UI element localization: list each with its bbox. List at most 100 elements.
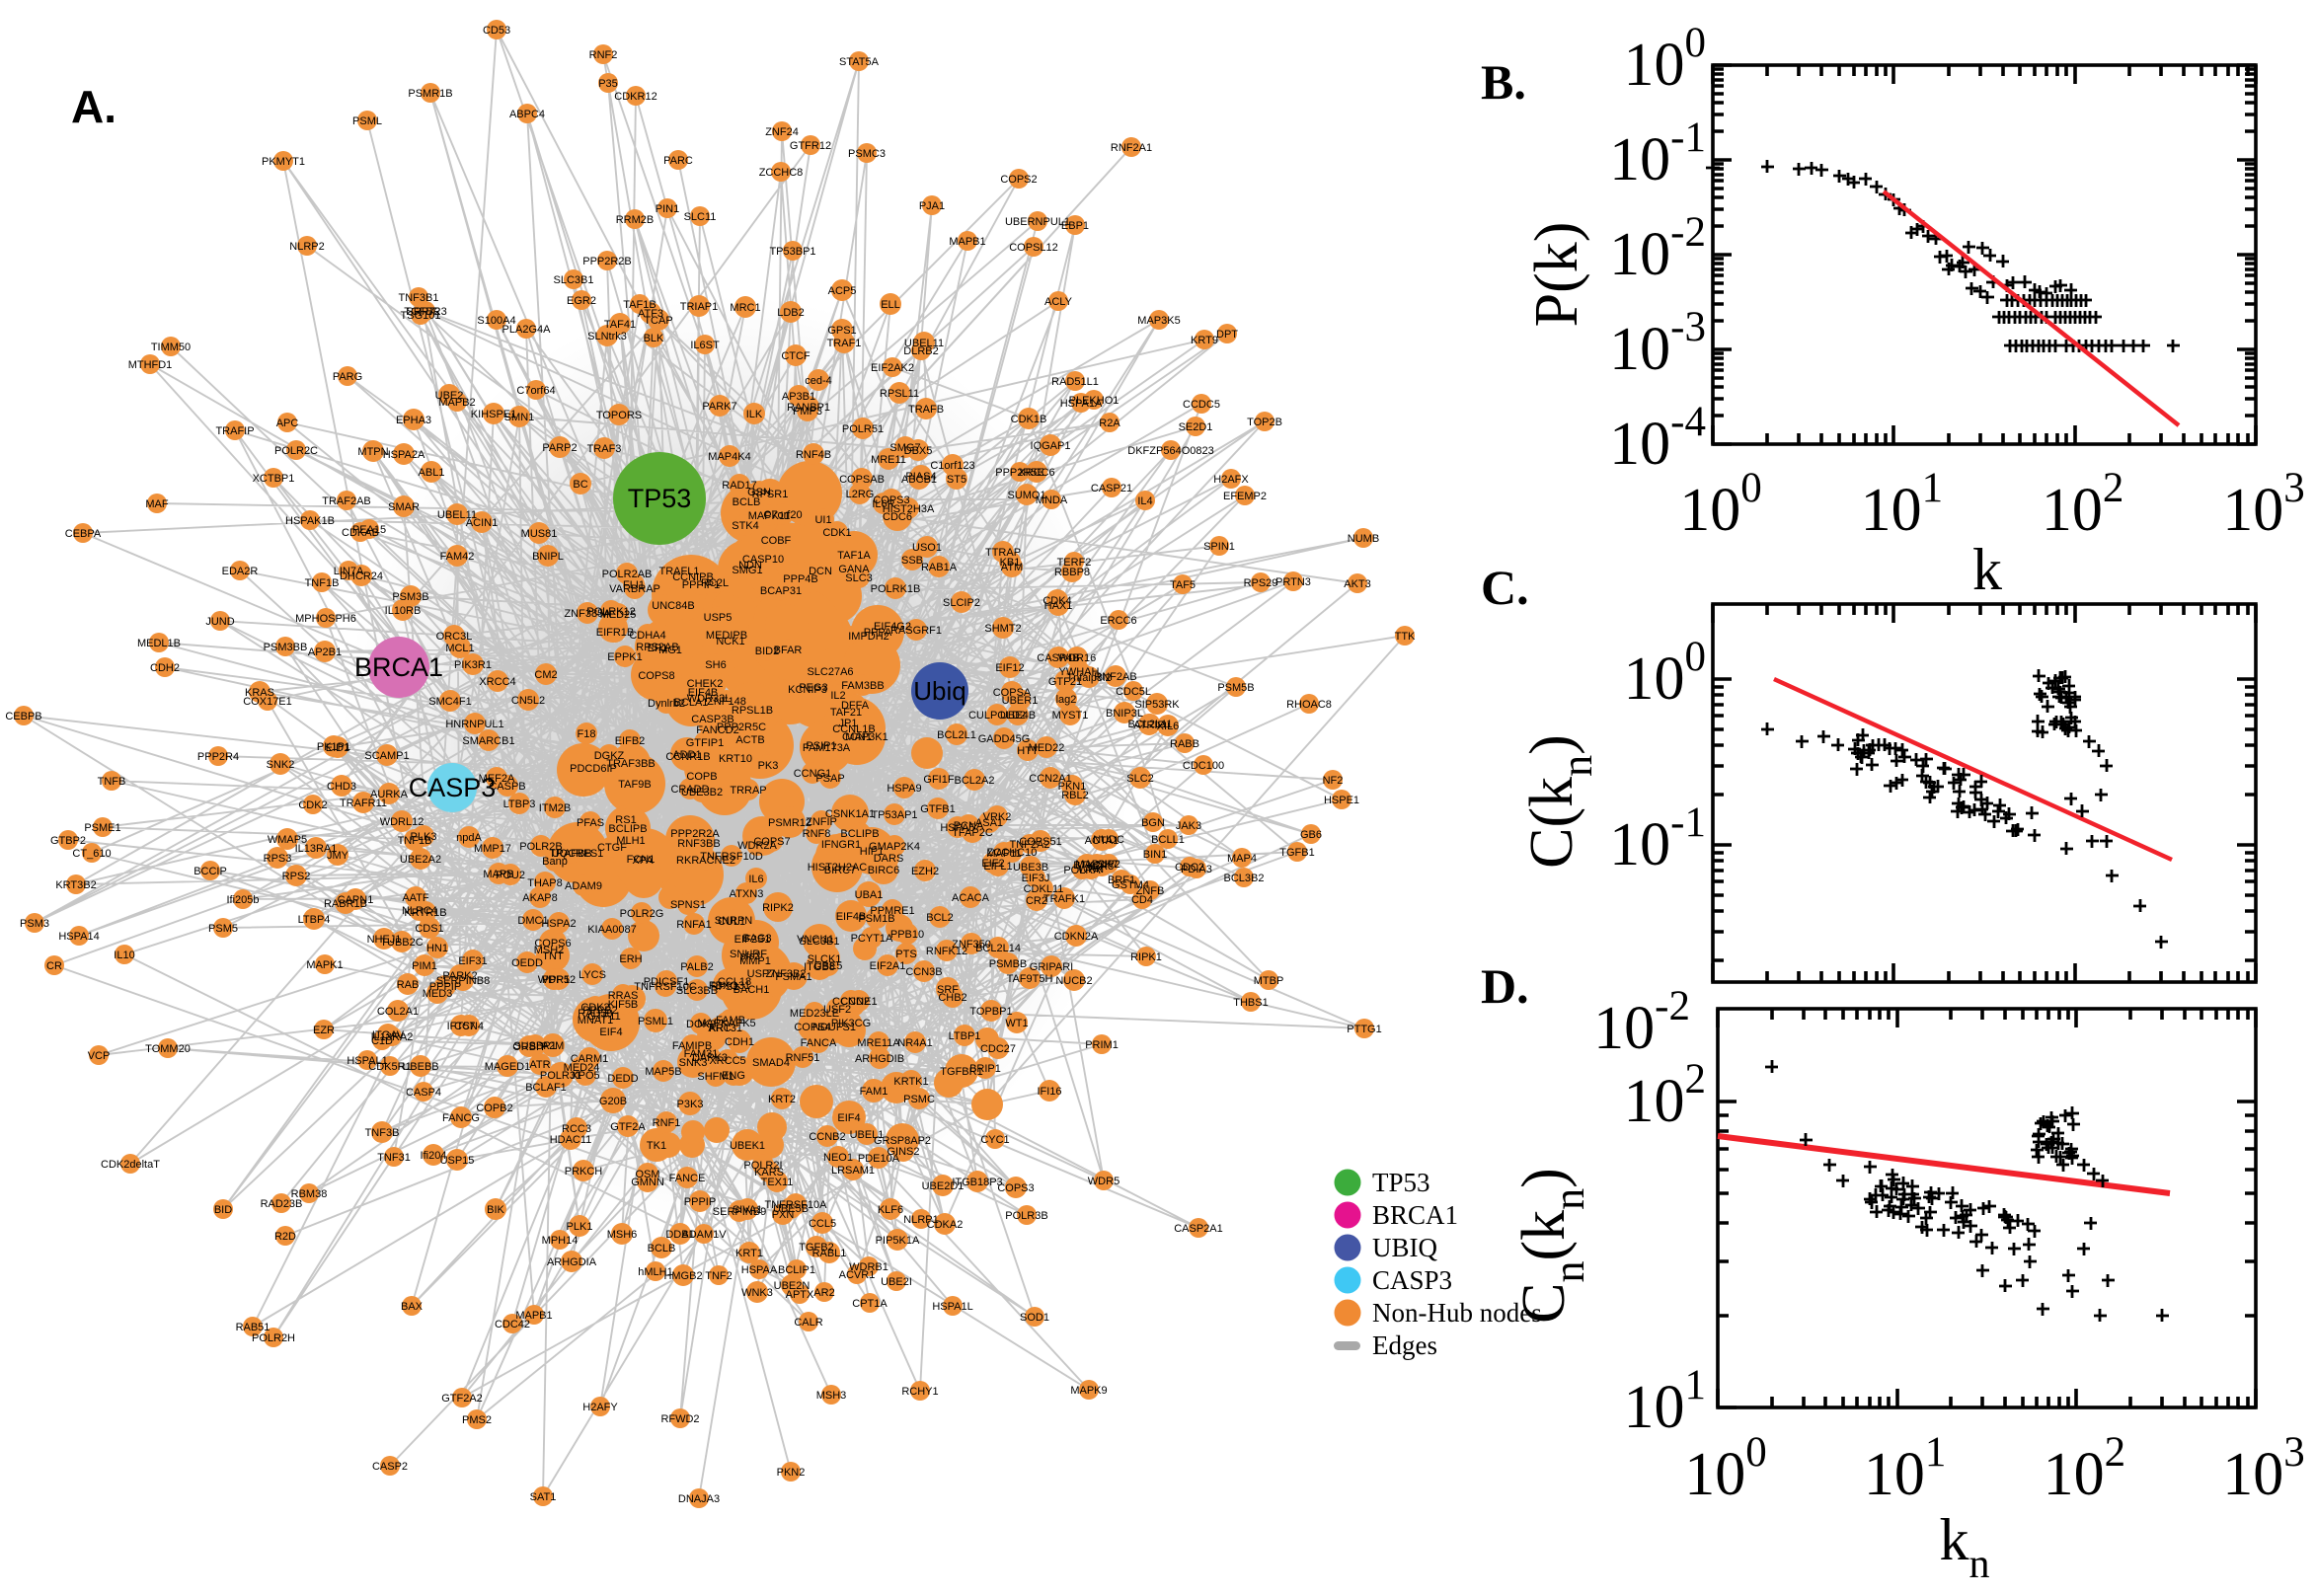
svg-text:ADAM1V: ADAM1V <box>681 1229 727 1241</box>
svg-text:TNF1B: TNF1B <box>305 577 340 589</box>
svg-text:COPS6: COPS6 <box>534 938 571 950</box>
svg-text:AKT3: AKT3 <box>1344 578 1371 590</box>
svg-text:TRAF1: TRAF1 <box>827 338 862 349</box>
svg-text:SOD1: SOD1 <box>1020 1312 1049 1324</box>
svg-text:IL4: IL4 <box>1137 495 1152 507</box>
svg-text:RC2L: RC2L <box>701 577 729 589</box>
svg-text:RIPK1: RIPK1 <box>1130 951 1162 963</box>
svg-text:ITGB8: ITGB8 <box>804 961 835 973</box>
svg-text:PK3: PK3 <box>758 760 779 772</box>
svg-text:PLK1: PLK1 <box>567 1221 593 1233</box>
svg-text:PPP2R5C: PPP2R5C <box>717 722 766 733</box>
svg-text:MYST1: MYST1 <box>1052 710 1089 722</box>
svg-text:COPS3: COPS3 <box>873 494 909 506</box>
svg-text:PTTG1: PTTG1 <box>1347 1024 1381 1035</box>
svg-text:WNK3: WNK3 <box>741 1287 773 1299</box>
svg-text:JAK3: JAK3 <box>1176 820 1201 832</box>
svg-text:ZNF148: ZNF148 <box>707 696 746 708</box>
svg-text:COPSAB: COPSAB <box>839 474 885 486</box>
svg-text:RNF1: RNF1 <box>653 1117 681 1129</box>
svg-text:PPMRE1: PPMRE1 <box>870 905 914 917</box>
svg-text:IQGAP1: IQGAP1 <box>1031 440 1071 452</box>
svg-text:DCN: DCN <box>809 566 832 577</box>
svg-text:RNF2AB: RNF2AB <box>1094 671 1136 683</box>
svg-text:MG1: MG1 <box>658 645 682 656</box>
svg-text:BFAR: BFAR <box>774 645 803 656</box>
svg-text:MAF: MAF <box>145 498 169 510</box>
svg-text:FAMB: FAMB <box>716 1015 745 1026</box>
svg-text:MAPK11: MAPK11 <box>748 510 791 522</box>
svg-text:TOPORS: TOPORS <box>596 410 642 421</box>
svg-text:ITM2B: ITM2B <box>539 802 571 814</box>
svg-text:ABL1: ABL1 <box>419 467 445 479</box>
svg-text:EIF4B: EIF4B <box>688 687 719 699</box>
svg-text:PSMC3: PSMC3 <box>848 148 886 160</box>
svg-text:CDKA2: CDKA2 <box>927 1219 964 1231</box>
svg-text:SLCIP2: SLCIP2 <box>943 597 980 609</box>
svg-text:CDK2: CDK2 <box>580 1002 609 1014</box>
svg-text:HMGB2: HMGB2 <box>663 1270 702 1282</box>
svg-text:TTK: TTK <box>1395 631 1416 643</box>
svg-text:BCLB: BCLB <box>733 496 761 508</box>
svg-text:ARC: ARC <box>708 1023 731 1034</box>
svg-text:CDC6: CDC6 <box>883 511 912 523</box>
svg-text:KIF5B: KIF5B <box>608 999 639 1011</box>
svg-text:GSTM4: GSTM4 <box>1112 879 1149 891</box>
svg-text:TP53: TP53 <box>628 484 692 513</box>
svg-text:LYCS: LYCS <box>579 969 606 981</box>
svg-text:CDHA4: CDHA4 <box>629 630 665 642</box>
svg-text:Dynlrb2: Dynlrb2 <box>648 698 685 710</box>
svg-text:PPP2R2A: PPP2R2A <box>670 828 720 840</box>
svg-text:EIF3J: EIF3J <box>1022 873 1050 884</box>
svg-text:CDK1: CDK1 <box>822 527 851 539</box>
svg-text:PIK3R1: PIK3R1 <box>454 659 492 671</box>
svg-text:KB1: KB1 <box>1000 557 1021 569</box>
svg-text:CPT1A: CPT1A <box>852 1298 888 1310</box>
svg-text:RABL1: RABL1 <box>812 1248 847 1259</box>
svg-text:GANA: GANA <box>838 564 870 575</box>
svg-text:HSPA2A: HSPA2A <box>383 449 425 461</box>
svg-text:UBER1: UBER1 <box>1002 695 1039 707</box>
svg-text:TNFRSF10D: TNFRSF10D <box>700 851 763 863</box>
svg-text:PPB10: PPB10 <box>890 929 924 941</box>
svg-text:POLRA: POLRA <box>1063 865 1101 876</box>
svg-text:LTBP4: LTBP4 <box>298 914 331 926</box>
svg-text:FLI1: FLI1 <box>623 579 645 591</box>
svg-text:AKAP8: AKAP8 <box>522 892 557 904</box>
svg-text:PIK3CG: PIK3CG <box>831 1018 871 1029</box>
svg-text:PSMR12: PSMR12 <box>768 817 811 829</box>
svg-text:SUMO1: SUMO1 <box>1007 490 1045 501</box>
svg-text:TGFB2: TGFB2 <box>799 1242 833 1254</box>
svg-text:POLR2B: POLR2B <box>519 841 562 853</box>
svg-text:EFEMP2: EFEMP2 <box>1223 491 1267 502</box>
svg-text:LDB2: LDB2 <box>777 307 805 319</box>
svg-text:AP2B1: AP2B1 <box>308 646 342 658</box>
svg-text:TAF9T5H: TAF9T5H <box>1007 973 1053 985</box>
svg-text:CTCF: CTCF <box>781 350 811 362</box>
svg-text:SLC3BB: SLC3BB <box>676 985 718 997</box>
svg-text:HAX1: HAX1 <box>1044 600 1073 612</box>
svg-text:RPSR1: RPSR1 <box>752 489 789 500</box>
svg-text:UBE2: UBE2 <box>435 390 464 402</box>
svg-text:CDKL11: CDKL11 <box>1024 883 1064 895</box>
svg-text:WT1: WT1 <box>1005 1018 1028 1029</box>
svg-text:NUCB2: NUCB2 <box>1055 975 1092 987</box>
svg-text:CULPOLD2: CULPOLD2 <box>968 710 1026 722</box>
svg-text:LIN7A: LIN7A <box>334 566 364 577</box>
svg-text:BLK: BLK <box>644 333 664 344</box>
svg-text:PPPIP: PPPIP <box>429 981 461 993</box>
svg-text:TAF1A: TAF1A <box>837 550 871 562</box>
svg-text:BIRC7: BIRC7 <box>824 865 856 876</box>
svg-text:NDUFS1: NDUFS1 <box>812 1022 856 1033</box>
svg-text:PPPIP1: PPPIP1 <box>682 579 721 591</box>
svg-text:RNF4B: RNF4B <box>796 449 831 461</box>
svg-text:BIK: BIK <box>487 1204 504 1216</box>
svg-text:MAPB1: MAPB1 <box>949 236 985 248</box>
svg-text:CYC1: CYC1 <box>980 1134 1009 1146</box>
svg-text:MAP3K1: MAP3K1 <box>845 731 888 743</box>
svg-text:Ifi204: Ifi204 <box>421 1150 447 1162</box>
svg-text:RKRACNE2: RKRACNE2 <box>676 855 735 867</box>
svg-text:PSM3: PSM3 <box>20 918 49 930</box>
svg-text:COPSA: COPSA <box>993 687 1032 699</box>
svg-text:C7orf20: C7orf20 <box>763 509 802 521</box>
